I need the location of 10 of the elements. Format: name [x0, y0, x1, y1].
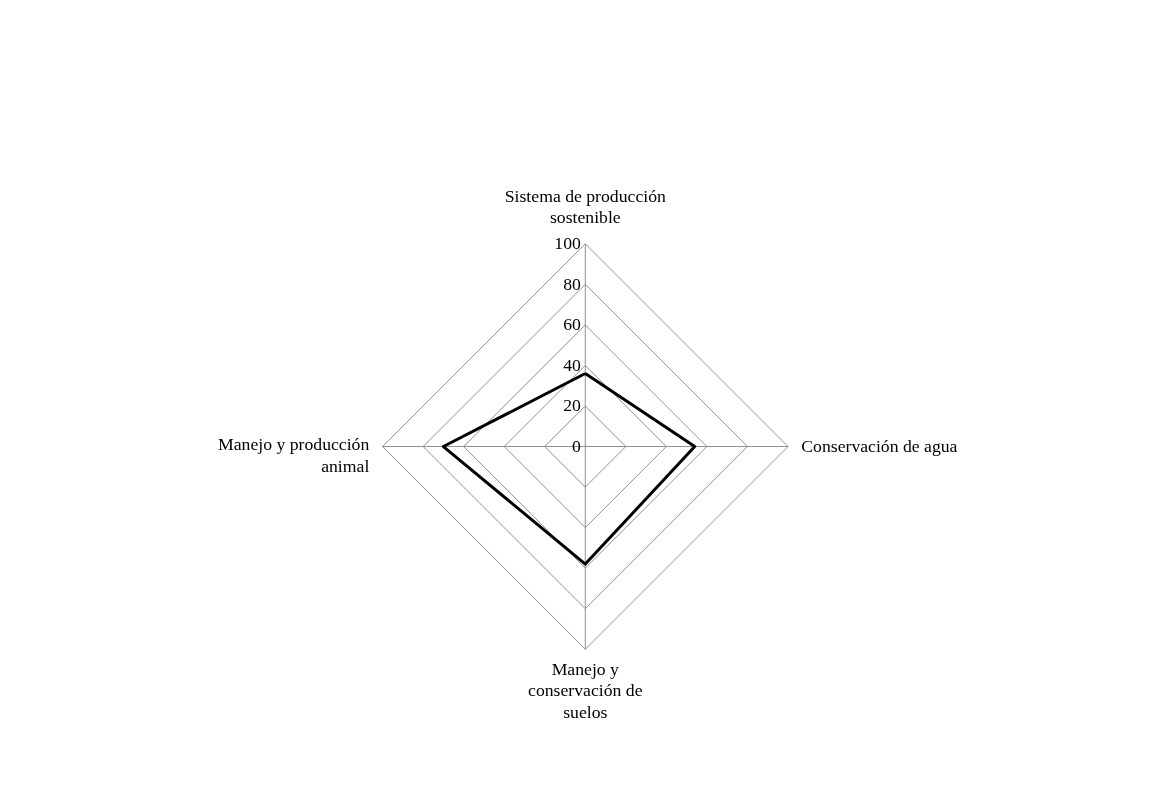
y-tick-label: 20 [563, 395, 582, 416]
y-tick-label: 80 [563, 273, 582, 294]
y-tick-label: 60 [563, 314, 582, 335]
spoke-label: Manejo y producción animal [218, 434, 370, 476]
y-tick-label: 100 [554, 232, 582, 253]
y-tick-label: 40 [563, 354, 582, 375]
spoke-label: Sistema de producción sostenible [504, 185, 666, 228]
spoke-label: Conservación de agua [801, 435, 958, 456]
y-tick-label: 0 [572, 435, 582, 456]
spoke-label: Manejo y conservación de suelos [528, 659, 643, 722]
